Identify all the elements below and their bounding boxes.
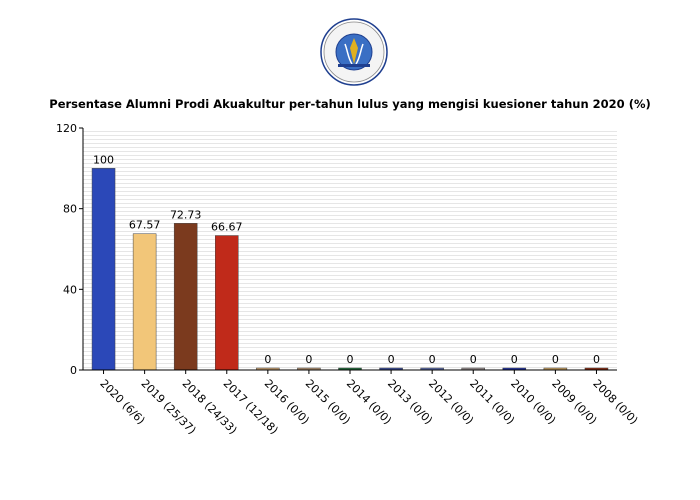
university-logo	[320, 18, 388, 86]
bar-value-label: 0	[305, 353, 312, 366]
x-axis: 2020 (6/6)2019 (25/37)2018 (24/33)2017 (…	[83, 369, 640, 437]
bar	[215, 235, 239, 371]
plot-area	[83, 128, 617, 370]
value-labels: 100 67.57 72.73 66.67 0 0 0 0 0 0 0 0 0	[93, 153, 600, 366]
bar-value-label: 0	[511, 353, 518, 366]
bar	[132, 233, 157, 371]
bar-value-label: 0	[470, 353, 477, 366]
bar-value-label: 0	[429, 353, 436, 366]
bar	[173, 223, 198, 371]
bar	[91, 168, 116, 371]
bar-value-label: 0	[264, 353, 271, 366]
chart-title: Persentase Alumni Prodi Akuakultur per-t…	[49, 97, 650, 111]
bar-value-label: 66.67	[211, 221, 243, 234]
y-tick-label: 120	[56, 122, 77, 135]
y-tick-label: 80	[63, 203, 77, 216]
y-tick-label: 40	[63, 283, 77, 296]
bar-value-label: 0	[552, 353, 559, 366]
bar-value-label: 0	[593, 353, 600, 366]
bar-value-label: 72.73	[170, 208, 202, 221]
bar-value-label: 0	[388, 353, 395, 366]
x-tick-label: 2008 (0/0)	[590, 377, 640, 427]
y-axis: 0 40 80 120	[56, 122, 84, 377]
bar-value-label: 0	[347, 353, 354, 366]
bar-value-label: 100	[93, 153, 114, 166]
y-tick-label: 0	[70, 364, 77, 377]
bar-value-label: 67.57	[129, 219, 161, 232]
